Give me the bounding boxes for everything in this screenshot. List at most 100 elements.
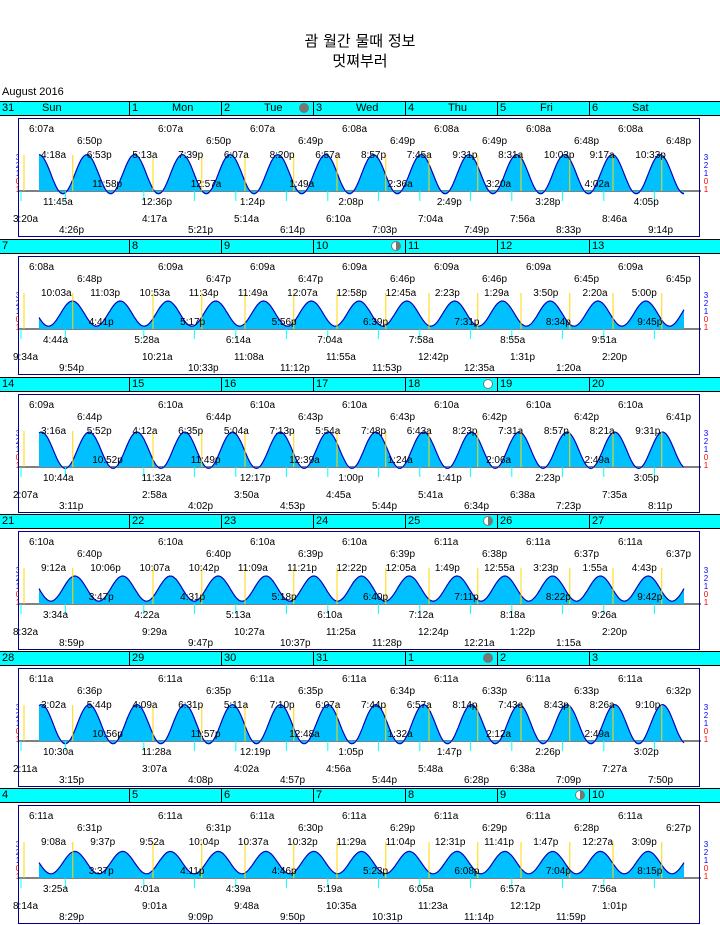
day-number: 10 <box>592 789 605 801</box>
day-header-cell[interactable]: 24 <box>313 515 405 528</box>
high-tide-time: 8:20p <box>269 150 295 161</box>
moonrise-time: 10:21a <box>142 352 173 363</box>
day-header-cell[interactable]: 21 <box>0 515 129 528</box>
day-number: 15 <box>132 378 145 390</box>
day-header-cell[interactable]: 6 Sat <box>589 102 720 115</box>
sunset-time: 6:38p <box>482 549 508 560</box>
day-header-cell[interactable]: 5 Fri <box>497 102 589 115</box>
tide-scale-label: 3 <box>703 703 709 712</box>
tide-scale-label: 1 <box>703 185 709 194</box>
day-header-cell[interactable]: 5 <box>129 789 221 802</box>
day-header-cell[interactable]: 28 <box>0 652 129 665</box>
high-tide-time: 9:10p <box>635 700 661 711</box>
day-header-cell[interactable]: 31 <box>313 652 405 665</box>
day-number: 6 <box>224 789 231 801</box>
day-header-cell[interactable]: 31 Sun <box>0 102 129 115</box>
day-header-cell[interactable]: 16 <box>221 378 313 391</box>
tide-line <box>38 153 685 195</box>
low-tide-time: 6:57a <box>500 884 526 895</box>
day-header-cell[interactable]: 8 <box>405 789 497 802</box>
high-tide-time: 5:44p <box>86 700 112 711</box>
day-header-cell[interactable]: 22 <box>129 515 221 528</box>
high-tide-time: 3:50p <box>533 288 559 299</box>
moonset-time: 4:02p <box>188 501 214 512</box>
day-header-cell[interactable]: 9 <box>221 240 313 253</box>
tide-scale-label: 1 <box>12 324 24 332</box>
tide-scale-label: 1 <box>703 445 709 454</box>
tide-scale-label: 2 <box>12 575 24 583</box>
day-header-cell[interactable]: 18 <box>405 378 497 391</box>
day-header-cell[interactable]: 2 Tue <box>221 102 313 115</box>
low-tide-time: 5:19a <box>317 884 343 895</box>
day-header-cell[interactable]: 7 <box>313 789 405 802</box>
day-header-cell[interactable]: 3 Wed <box>313 102 405 115</box>
day-header-cell[interactable]: 12 <box>497 240 589 253</box>
moonset-time: 7:09p <box>556 775 582 786</box>
sunset-time: 6:34p <box>390 686 416 697</box>
day-header-cell[interactable]: 17 <box>313 378 405 391</box>
tide-scale-label: 3 <box>12 292 24 300</box>
sunset-time: 6:50p <box>206 136 232 147</box>
high-tide-time: 9:52a <box>139 837 165 848</box>
high-tide-time: 8:57p <box>361 150 387 161</box>
day-header-cell[interactable]: 8 <box>129 240 221 253</box>
day-name: Wed <box>356 102 379 114</box>
day-header-cell[interactable]: 4 <box>0 789 129 802</box>
day-header-cell[interactable]: 20 <box>589 378 720 391</box>
day-header-cell[interactable]: 11 <box>405 240 497 253</box>
tide-scale-label: 0 <box>703 315 709 324</box>
day-header-cell[interactable]: 23 <box>221 515 313 528</box>
sunset-time: 6:35p <box>206 686 232 697</box>
day-header-cell[interactable]: 27 <box>589 515 720 528</box>
week-block: 7891011121332101321016:08a6:48p6:09a6:47… <box>0 239 720 377</box>
day-header-cell[interactable]: 1 <box>405 652 497 665</box>
day-number: 25 <box>408 515 421 527</box>
day-header-cell[interactable]: 9 <box>497 789 589 802</box>
day-header-cell[interactable]: 2 <box>497 652 589 665</box>
day-header-cell[interactable]: 25 <box>405 515 497 528</box>
day-number: 28 <box>2 652 15 664</box>
high-tide-time: 12:58p <box>336 288 367 299</box>
tide-scale-label: 2 <box>12 162 24 170</box>
moonrise-time: 9:34a <box>13 352 39 363</box>
tide-scale-label: 2 <box>12 300 24 308</box>
low-tide-time: 7:04a <box>317 335 343 346</box>
sunrise-time: 6:10a <box>250 400 276 411</box>
day-header-cell[interactable]: 1 Mon <box>129 102 221 115</box>
day-header-cell[interactable]: 19 <box>497 378 589 391</box>
sunrise-time: 6:08a <box>434 124 460 135</box>
day-header-cell[interactable]: 14 <box>0 378 129 391</box>
week-header: 14 15 16 17 18 19 20 <box>0 377 720 392</box>
tide-panel: 6:11a 6:36p 6:11a 6:35p 6:11a 6:35p 6:11a 6:34p… <box>13 668 701 787</box>
sunset-time: 6:39p <box>390 549 416 560</box>
high-tide-time: 8:26a <box>589 700 615 711</box>
sunrise-time: 6:11a <box>158 811 183 822</box>
day-header-cell[interactable]: 26 <box>497 515 589 528</box>
high-tide-time: 10:03a <box>41 288 72 299</box>
week-header: 28 29 30 31 1 2 3 <box>0 651 720 666</box>
day-header-cell[interactable]: 6 <box>221 789 313 802</box>
low-tide-time: 4:46p <box>271 866 297 877</box>
day-header-cell[interactable]: 10 <box>313 240 405 253</box>
tide-scale-label: 0 <box>703 727 709 736</box>
day-header-cell[interactable]: 10 <box>589 789 720 802</box>
day-number: 8 <box>408 789 415 801</box>
day-header-cell[interactable]: 15 <box>129 378 221 391</box>
high-tide-time: 11:29a <box>336 837 367 848</box>
day-number: 30 <box>224 652 237 664</box>
moonset-time: 11:53p <box>372 363 402 374</box>
moonset-time: 8:11p <box>648 501 673 512</box>
day-header-cell[interactable]: 13 <box>589 240 720 253</box>
low-tide-time: 2:36a <box>387 179 413 190</box>
day-header-cell[interactable]: 30 <box>221 652 313 665</box>
tide-curve-chart <box>19 842 701 888</box>
high-tide-time: 7:39p <box>178 150 204 161</box>
tide-scale-label: 1 <box>12 308 24 316</box>
day-header-cell[interactable]: 3 <box>589 652 720 665</box>
moonrise-time: 6:10a <box>326 214 352 225</box>
high-tide-time: 12:31p <box>434 837 466 848</box>
day-header-cell[interactable]: 29 <box>129 652 221 665</box>
day-header-cell[interactable]: 4 Thu <box>405 102 497 115</box>
moonrise-time: 2:20p <box>602 627 628 638</box>
day-header-cell[interactable]: 7 <box>0 240 129 253</box>
